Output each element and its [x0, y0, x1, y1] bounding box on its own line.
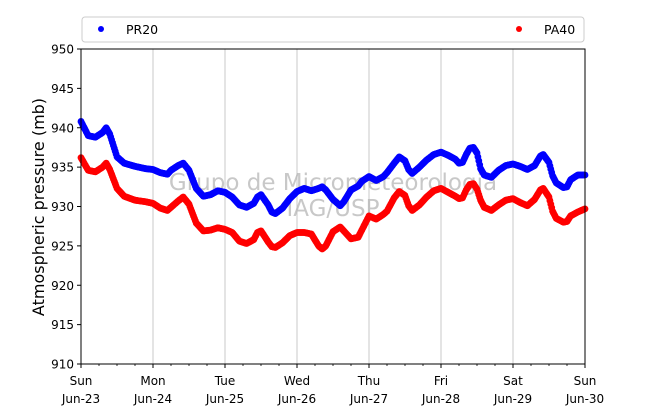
y-tick-label: 950 — [51, 43, 74, 57]
series-pa40 — [77, 154, 589, 253]
y-tick-label: 925 — [51, 239, 74, 253]
x-tick-label-day: Mon — [140, 374, 165, 388]
y-tick-label: 910 — [51, 358, 74, 372]
y-axis: 910 915 920 925 930 935 940 945 950 — [51, 43, 81, 372]
x-tick-label-day: Sat — [503, 374, 523, 388]
x-tick-label-day: Thu — [357, 374, 381, 388]
y-tick-label: 920 — [51, 279, 74, 293]
grid-layer — [152, 49, 514, 364]
x-tick-label-date: Jun-29 — [493, 392, 532, 406]
legend: PR20 PA40 — [81, 16, 585, 43]
x-tick-label-day: Sun — [70, 374, 93, 388]
legend-box — [81, 16, 585, 43]
legend-label-pr20: PR20 — [126, 22, 158, 37]
legend-label-pa40: PA40 — [544, 22, 575, 37]
y-tick-label: 940 — [51, 121, 74, 135]
x-tick-label-day: Wed — [284, 374, 310, 388]
x-tick-label-day: Fri — [434, 374, 448, 388]
y-tick-label: 945 — [51, 82, 74, 96]
x-tick-label-date: Jun-27 — [349, 392, 388, 406]
x-tick-label-date: Jun-24 — [133, 392, 172, 406]
x-tick-label-date: Jun-23 — [61, 392, 100, 406]
x-tick-label-date: Jun-30 — [565, 392, 604, 406]
x-tick-label-date: Jun-25 — [205, 392, 244, 406]
y-axis-title: Atmospheric pressure (mb) — [29, 98, 48, 316]
legend-marker-pr20 — [98, 26, 104, 32]
y-tick-label: 930 — [51, 200, 74, 214]
series-layer — [77, 118, 589, 253]
x-tick-label-day: Sun — [574, 374, 597, 388]
series-pr20 — [77, 118, 589, 217]
x-tick-label-day: Tue — [214, 374, 236, 388]
legend-marker-pa40 — [516, 26, 522, 32]
y-tick-label: 935 — [51, 161, 74, 175]
x-tick-label-date: Jun-26 — [277, 392, 316, 406]
x-tick-label-date: Jun-28 — [421, 392, 460, 406]
y-tick-label: 915 — [51, 318, 74, 332]
x-axis: Sun Jun-23 Mon Jun-24 Tue Jun-25 Wed Jun-26 Thu J… — [61, 364, 604, 406]
